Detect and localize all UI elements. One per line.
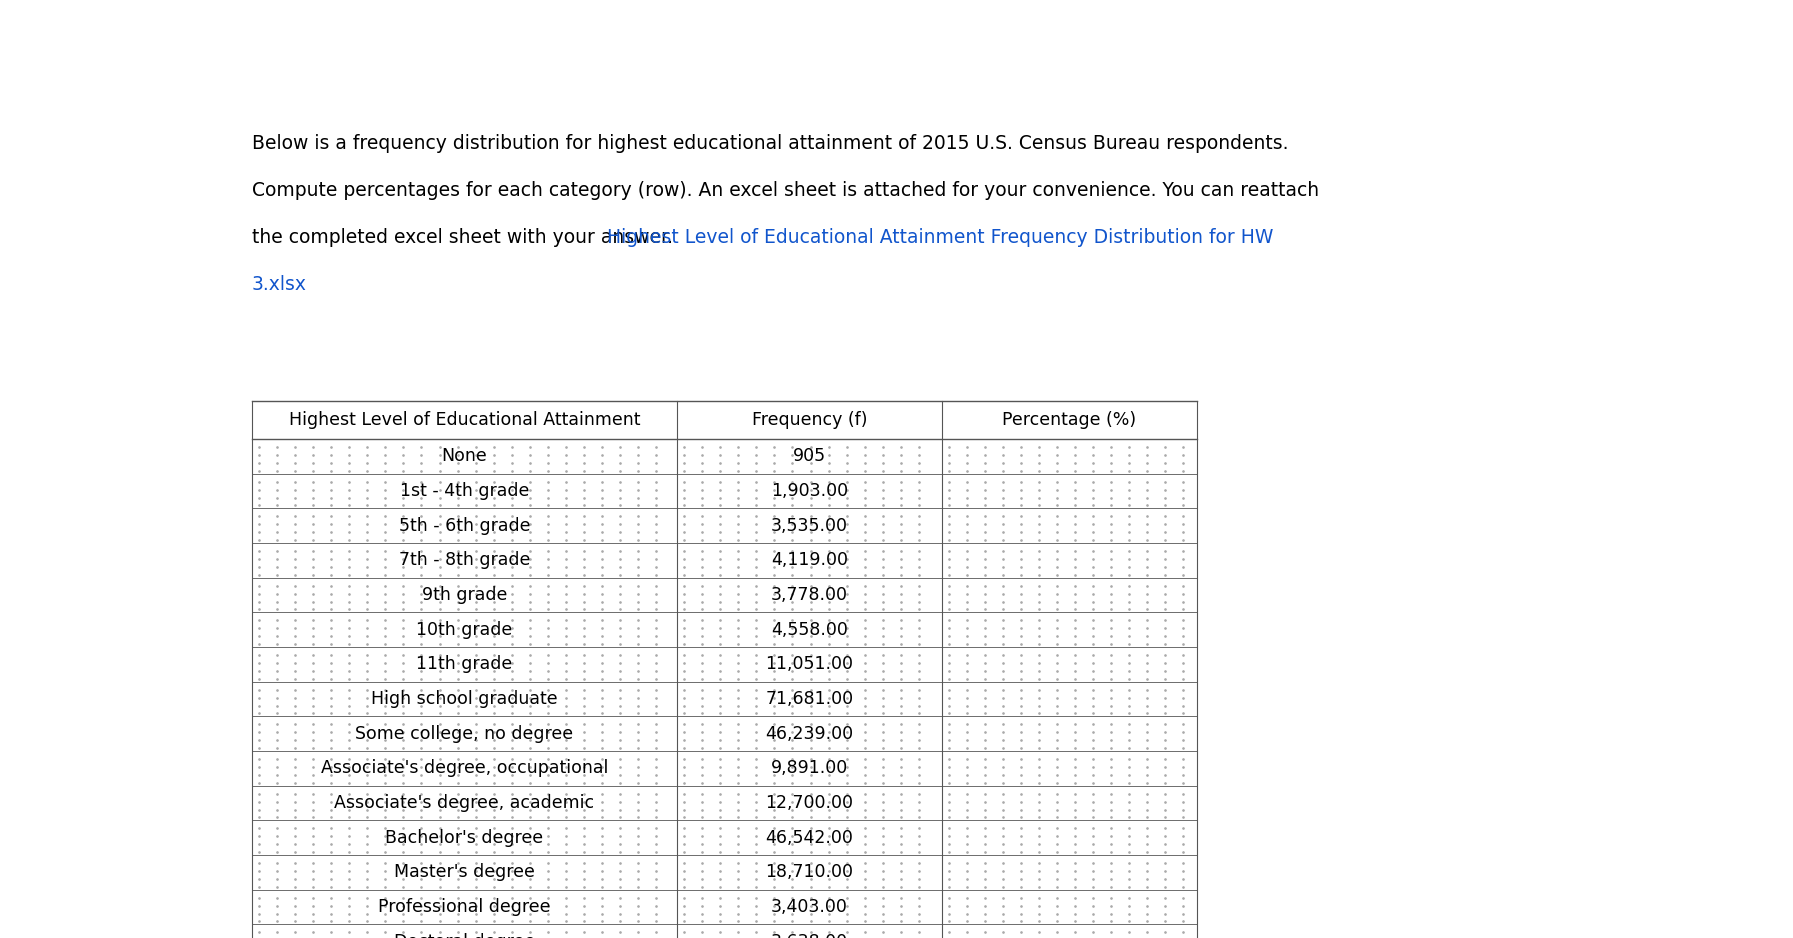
Text: 9th grade: 9th grade bbox=[421, 586, 507, 604]
Text: 4,558.00: 4,558.00 bbox=[771, 621, 848, 639]
Text: 4,119.00: 4,119.00 bbox=[771, 552, 848, 569]
Text: 3,638.00: 3,638.00 bbox=[771, 932, 848, 938]
Text: 3.xlsx: 3.xlsx bbox=[251, 275, 307, 295]
Text: Below is a frequency distribution for highest educational attainment of 2015 U.S: Below is a frequency distribution for hi… bbox=[251, 134, 1289, 153]
Text: 71,681.00: 71,681.00 bbox=[766, 690, 853, 708]
Text: 1,903.00: 1,903.00 bbox=[771, 482, 848, 500]
Text: Compute percentages for each category (row). An excel sheet is attached for your: Compute percentages for each category (r… bbox=[251, 181, 1320, 200]
Text: 3,535.00: 3,535.00 bbox=[771, 517, 848, 535]
Text: 11,051.00: 11,051.00 bbox=[766, 656, 853, 673]
Text: Associate's degree, academic: Associate's degree, academic bbox=[335, 794, 595, 812]
Text: Bachelor's degree: Bachelor's degree bbox=[385, 828, 543, 847]
Text: 1st - 4th grade: 1st - 4th grade bbox=[400, 482, 529, 500]
Text: None: None bbox=[441, 447, 488, 465]
Text: 46,542.00: 46,542.00 bbox=[766, 828, 853, 847]
Text: 7th - 8th grade: 7th - 8th grade bbox=[398, 552, 531, 569]
Text: Frequency (f): Frequency (f) bbox=[751, 411, 868, 430]
Text: Associate's degree, occupational: Associate's degree, occupational bbox=[321, 760, 608, 778]
Text: Highest Level of Educational Attainment Frequency Distribution for HW: Highest Level of Educational Attainment … bbox=[608, 228, 1273, 247]
Text: 11th grade: 11th grade bbox=[416, 656, 513, 673]
Text: 5th - 6th grade: 5th - 6th grade bbox=[398, 517, 531, 535]
Text: Master's degree: Master's degree bbox=[394, 863, 534, 882]
Text: Some college, no degree: Some college, no degree bbox=[355, 725, 574, 743]
Text: 9,891.00: 9,891.00 bbox=[771, 760, 848, 778]
Text: 3,778.00: 3,778.00 bbox=[771, 586, 848, 604]
Text: 12,700.00: 12,700.00 bbox=[766, 794, 853, 812]
Text: 18,710.00: 18,710.00 bbox=[766, 863, 853, 882]
Text: 905: 905 bbox=[793, 447, 827, 465]
Text: High school graduate: High school graduate bbox=[371, 690, 558, 708]
Text: 3,403.00: 3,403.00 bbox=[771, 898, 848, 916]
Text: 46,239.00: 46,239.00 bbox=[766, 725, 853, 743]
Text: the completed excel sheet with your answer.: the completed excel sheet with your answ… bbox=[251, 228, 672, 247]
Text: Doctoral degree: Doctoral degree bbox=[394, 932, 534, 938]
Text: Highest Level of Educational Attainment: Highest Level of Educational Attainment bbox=[289, 411, 640, 430]
Text: 10th grade: 10th grade bbox=[416, 621, 513, 639]
Text: Percentage (%): Percentage (%) bbox=[1002, 411, 1137, 430]
Text: Professional degree: Professional degree bbox=[378, 898, 550, 916]
